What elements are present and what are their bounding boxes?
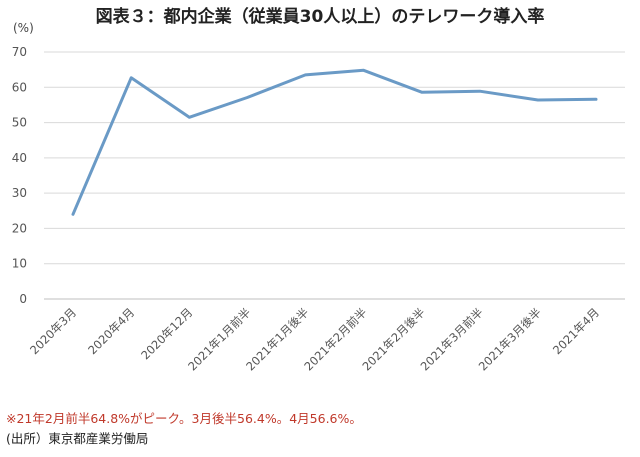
y-tick-label: 10 [12,257,27,271]
y-tick-label: 0 [19,292,27,306]
y-axis-ticks: 0 10 20 30 40 50 60 70 [12,45,27,306]
x-axis-ticks: 2020年3月 2020年4月 2020年12月2021年1月前半2021年1月後半… [27,305,602,373]
footnote: ※21年2月前半64.8%がピーク。3月後半56.4%。4月56.6%。 [6,411,362,426]
x-tick-label: 2020年12月 [138,305,195,362]
x-tick-label: 2020年4月 [85,305,137,357]
y-tick-label: 20 [12,221,27,235]
x-tick-label: 2021年3月後半 [476,305,544,373]
x-tick-label: 2021年4月 [550,305,602,357]
chart-title: 図表３：都内企業（従業員30人以上）のテレワーク導入率 [95,7,545,27]
gridlines [44,51,625,300]
series-line [71,68,598,216]
y-tick-label: 40 [12,151,27,165]
y-tick-label: 50 [12,116,27,130]
y-tick-label: 30 [12,186,27,200]
y-axis-label: (%) [13,21,34,35]
source-note: (出所）東京都産業労働局 [6,431,149,446]
y-tick-label: 70 [12,45,27,59]
y-tick-label: 60 [12,80,27,94]
x-tick-label: 2020年3月 [27,305,79,357]
series-layer [71,68,598,216]
